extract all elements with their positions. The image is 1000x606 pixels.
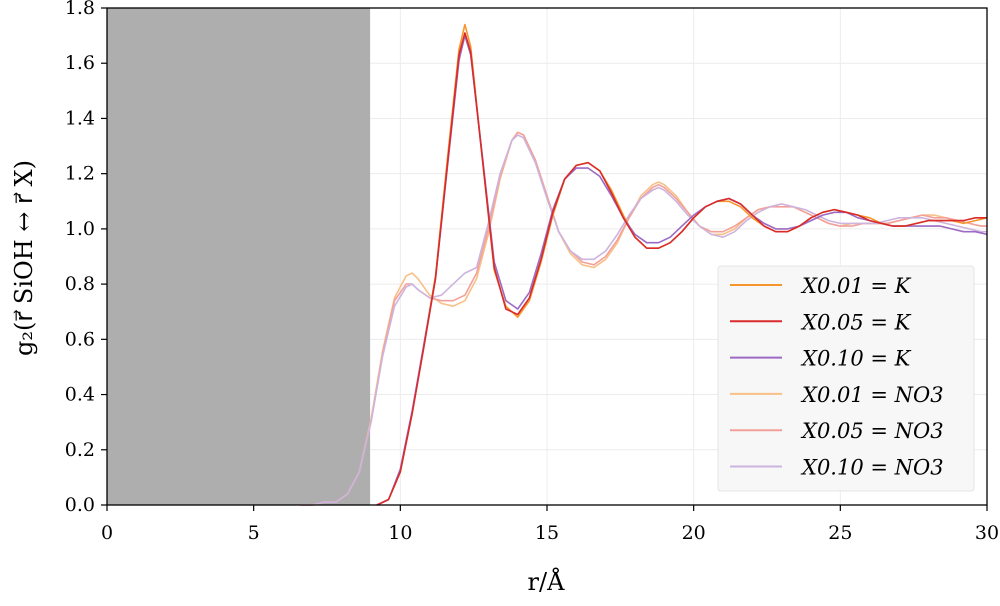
legend-label: X0.05 = K xyxy=(800,310,912,334)
x-tick-label: 5 xyxy=(248,522,260,544)
legend-label: X0.05 = NO3 xyxy=(800,419,944,443)
y-tick-label: 0.6 xyxy=(65,328,95,350)
legend: X0.01 = K X0.05 = K X0.10 = K X0.01 = NO3 X0… xyxy=(717,265,975,492)
x-tick-label: 20 xyxy=(682,522,706,544)
x-tick-label: 10 xyxy=(388,522,412,544)
shaded-region xyxy=(107,8,371,505)
y-tick-label: 1.6 xyxy=(65,52,95,74)
x-tick-label: 30 xyxy=(975,522,999,544)
y-tick-label: 1.2 xyxy=(65,163,95,185)
y-tick-label: 0.0 xyxy=(65,494,95,516)
y-axis-title: g₂(r⃗ SiOH ↔ r⃗ X) xyxy=(10,160,38,356)
series-line-5 xyxy=(300,134,987,506)
legend-label: X0.10 = NO3 xyxy=(800,456,944,480)
x-tick-label: 15 xyxy=(535,522,559,544)
x-tick-label: 25 xyxy=(828,522,852,544)
x-tick-label: 0 xyxy=(101,522,113,544)
series-layer xyxy=(300,23,988,506)
shaded-region-layer xyxy=(107,8,371,505)
legend-label: X0.10 = K xyxy=(800,347,912,371)
series-line-1 xyxy=(376,32,987,506)
y-tick-label: 0.4 xyxy=(65,384,95,406)
y-tick-label: 0.8 xyxy=(65,273,95,295)
ticks-layer: 0 5 10 15 20 25 30 0.0 0.2 0.4 0.6 0.8 1.0 1.2 1.4 1.6 1… xyxy=(65,0,999,544)
y-tick-label: 1.0 xyxy=(65,218,95,240)
y-tick-label: 1.4 xyxy=(65,107,95,129)
x-axis-title: r/Å xyxy=(528,567,566,596)
y-tick-label: 0.2 xyxy=(65,439,95,461)
y-tick-label: 1.8 xyxy=(65,0,95,19)
legend-label: X0.01 = NO3 xyxy=(800,383,944,407)
legend-label: X0.01 = K xyxy=(800,274,912,298)
